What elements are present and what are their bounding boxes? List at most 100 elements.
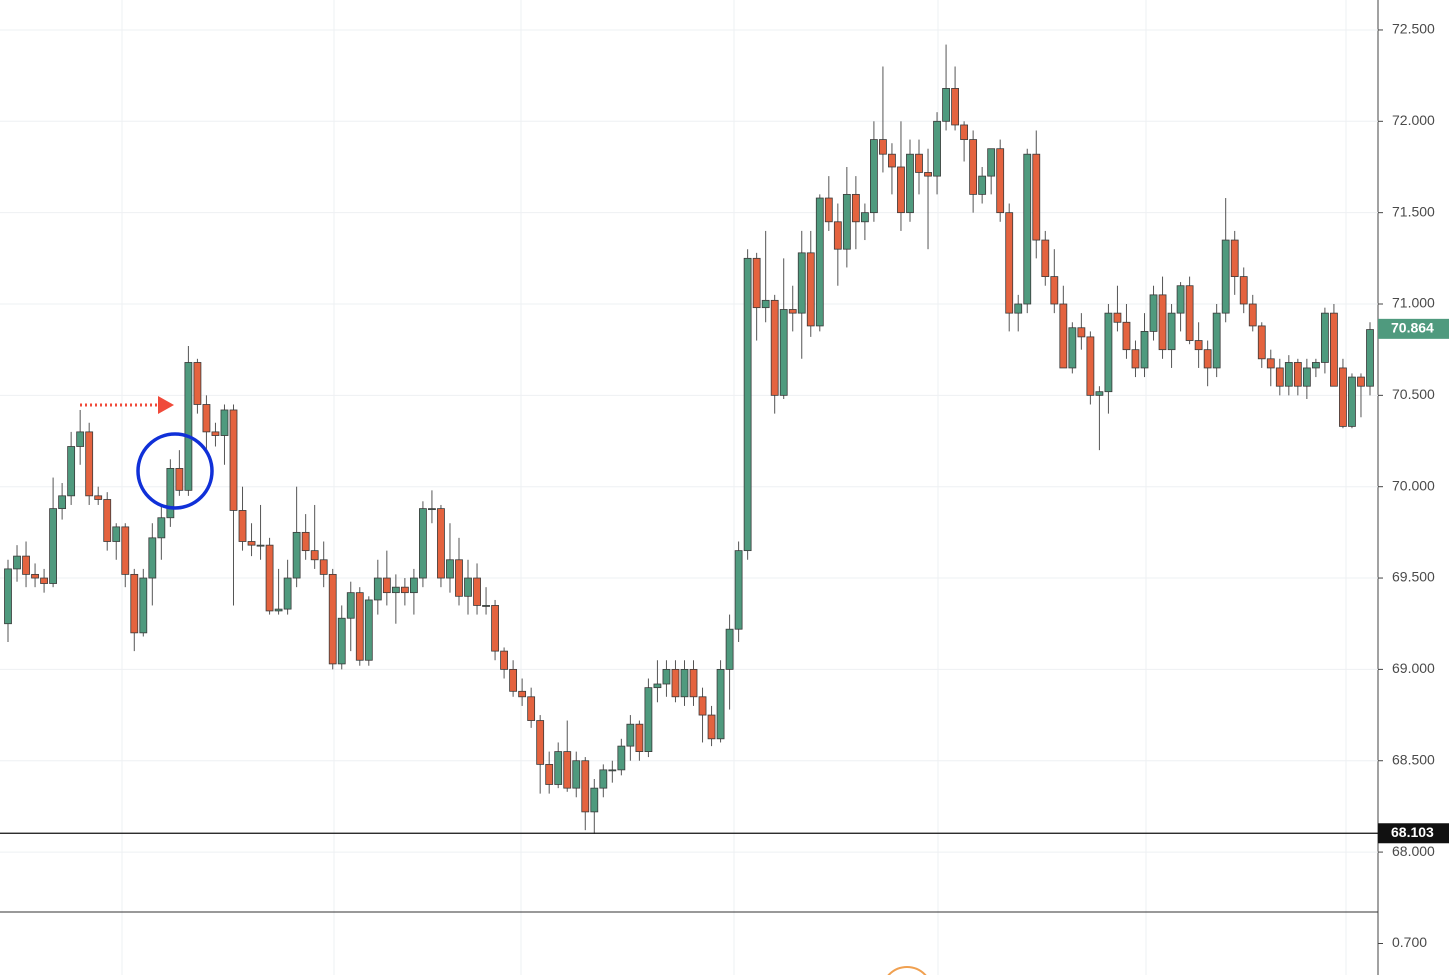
y-tick-label: 69.000 [1392, 660, 1435, 676]
candle-body [455, 559, 463, 597]
candle-body [509, 668, 518, 692]
candle-body [500, 650, 508, 670]
candle-body [319, 559, 328, 575]
candle-body [247, 541, 256, 546]
candle-body [328, 573, 337, 665]
candle-body [996, 148, 1005, 214]
candle-body [906, 153, 914, 214]
candle-body [707, 714, 716, 740]
candle-body [112, 526, 121, 542]
y-tick-label: 71.000 [1392, 295, 1435, 311]
candle-body [1330, 312, 1338, 387]
candle-body [915, 153, 923, 173]
y-tick-label: 71.500 [1392, 203, 1435, 219]
candle-body [716, 668, 725, 740]
candle-body [301, 531, 310, 552]
candle-body [527, 696, 536, 721]
candle-body [644, 687, 653, 752]
candle-body [1293, 362, 1302, 387]
candle-body [1348, 376, 1356, 427]
candle-body [842, 193, 851, 250]
y-tick-label: 72.000 [1392, 112, 1435, 128]
candle-body [229, 409, 238, 511]
arrow-head [158, 396, 174, 414]
candle-body [626, 723, 635, 747]
candle-body [924, 172, 932, 177]
candle-body [373, 577, 382, 601]
candle-body [1302, 367, 1311, 387]
candle-body [1122, 321, 1131, 351]
candle-body [698, 696, 707, 716]
candle-body [1248, 303, 1257, 327]
candle-body [139, 577, 148, 634]
highlight-circle [136, 432, 214, 510]
candle-body [779, 309, 788, 396]
candle-body [1185, 285, 1194, 341]
candle-body [148, 537, 157, 579]
candle-body [1284, 362, 1293, 387]
candle-body [752, 257, 761, 309]
candle-body [554, 751, 563, 785]
last-price-label: 70.864 [1391, 320, 1434, 336]
orange-marker [883, 966, 931, 980]
candle-body [671, 668, 680, 698]
candle-body [987, 148, 996, 177]
candle-body [292, 531, 301, 579]
candle-body [581, 760, 590, 813]
candle-body [473, 577, 481, 606]
price-label-bg [1378, 823, 1449, 844]
candle-body [969, 139, 978, 195]
candle-body [1014, 303, 1023, 314]
candle-body [1366, 329, 1374, 387]
candle-body [1266, 358, 1275, 369]
candle-body [743, 257, 752, 552]
candle-body [833, 221, 842, 250]
candle-body [933, 120, 941, 177]
candle-body [437, 508, 445, 579]
y-tick-label: 72.500 [1392, 21, 1435, 37]
candle-body [1059, 303, 1068, 369]
candle-body [590, 787, 599, 813]
candle-body [1050, 276, 1059, 305]
candle-body [1068, 327, 1077, 369]
candle-body [951, 88, 959, 126]
candle-body [1104, 312, 1113, 393]
candle-body [166, 468, 175, 519]
candle-body [274, 608, 283, 612]
candle-body [599, 769, 608, 789]
candle-body [1339, 367, 1347, 427]
candle-body [482, 605, 490, 607]
candle-body [184, 362, 193, 491]
candle-body [978, 175, 987, 195]
candle-body [175, 468, 184, 491]
candle-body [617, 745, 626, 771]
y-tick-label: 68.000 [1392, 843, 1435, 859]
candle-body [238, 510, 247, 542]
candle-body [797, 252, 806, 314]
candle-body [58, 495, 67, 510]
candle-body [960, 124, 969, 140]
candle-body [572, 760, 581, 789]
candle-body [202, 404, 211, 433]
candle-body [788, 309, 797, 314]
candle-body [870, 139, 878, 214]
candle-body [689, 668, 698, 698]
candle-body [211, 431, 220, 436]
candle-body [851, 193, 860, 223]
y-tick-label: 0.700 [1392, 934, 1427, 950]
candle-body [1077, 327, 1086, 338]
candle-body [824, 197, 833, 223]
candle-body [491, 605, 499, 652]
candle-body [1311, 362, 1320, 369]
candle-body [1023, 153, 1032, 305]
candle-body [1230, 239, 1239, 277]
candle-body [770, 299, 779, 396]
candle-body [85, 431, 94, 497]
candle-body [536, 720, 545, 765]
candle-body [49, 508, 57, 584]
candle-body [860, 212, 869, 223]
y-tick-label: 70.500 [1392, 386, 1435, 402]
candle-body [193, 362, 202, 405]
candle-body [1275, 367, 1284, 387]
candle-body [942, 88, 950, 122]
